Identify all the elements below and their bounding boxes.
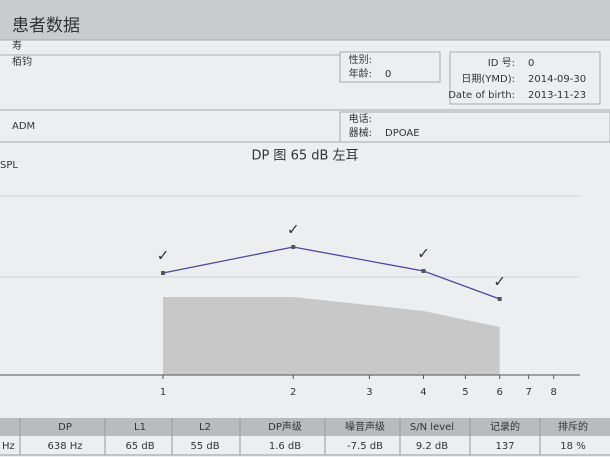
dp-line [162, 246, 500, 300]
y-axis-label: SPL [0, 160, 18, 171]
field-value: 2013-11-23 [528, 90, 586, 101]
table-header: 记录的 [490, 420, 520, 433]
field-label: 年龄: [349, 67, 372, 80]
table-cell: 137 [495, 441, 514, 452]
table-header: 排斥的 [558, 420, 588, 433]
field-label: 电话: [349, 112, 372, 125]
table-cell: 638 Hz [47, 441, 82, 452]
table-header: L2 [199, 422, 211, 433]
field-value: 2014-09-30 [528, 74, 586, 85]
point-label: ✓ [157, 247, 170, 265]
patient-lines [0, 39, 610, 143]
table-cell: -7.5 dB [347, 441, 383, 452]
field-label: 性别: [349, 53, 372, 66]
table-cell: 9.2 dB [416, 441, 448, 452]
point-label: ✓ [493, 273, 506, 291]
field-value: DPOAE [385, 128, 420, 139]
x-tick-label: 8 [551, 387, 557, 398]
patient-name: 寿 [12, 39, 22, 52]
dp-point [291, 245, 296, 249]
table-header: L1 [134, 422, 146, 433]
x-tick-label: 1 [160, 387, 166, 398]
table-cell: Hz [2, 441, 15, 452]
header-band [0, 0, 610, 40]
dp-point [421, 269, 426, 273]
field-value: 0 [385, 69, 391, 80]
x-tick-label: 4 [420, 387, 426, 398]
x-tick-label: 2 [290, 387, 296, 398]
dp-point [497, 297, 502, 301]
x-tick-label: 3 [366, 387, 372, 398]
field-value: 0 [528, 58, 534, 69]
table-header: DP [58, 422, 72, 433]
x-tick-label: 7 [525, 387, 531, 398]
x-tick-label: 6 [496, 387, 502, 398]
point-label: ✓ [287, 221, 300, 239]
table-cell: 55 dB [190, 441, 219, 452]
table-cell: 65 dB [125, 441, 154, 452]
patient-name: 栢钧 [12, 55, 32, 68]
field-label: 日期(YMD): [461, 73, 515, 85]
field-value: ADM [12, 121, 35, 132]
table-cell: 1.6 dB [269, 441, 301, 452]
chart-title: DP 图 65 dB 左耳 [251, 149, 358, 164]
field-label: ID 号: [488, 57, 515, 69]
table-header-band [0, 418, 610, 436]
field-label: 器械: [349, 126, 372, 139]
point-label: ✓ [417, 245, 430, 263]
noise-area [163, 297, 500, 375]
table-cell: 18 % [560, 441, 585, 452]
table-header: 噪音声级 [345, 420, 385, 433]
x-tick-label: 5 [462, 387, 468, 398]
table-header: DP声级 [268, 420, 302, 433]
header-title: 患者数据 [12, 16, 80, 36]
table-header: S/N level [410, 422, 454, 433]
field-label: Date of birth: [448, 90, 515, 101]
dp-point [161, 271, 166, 275]
